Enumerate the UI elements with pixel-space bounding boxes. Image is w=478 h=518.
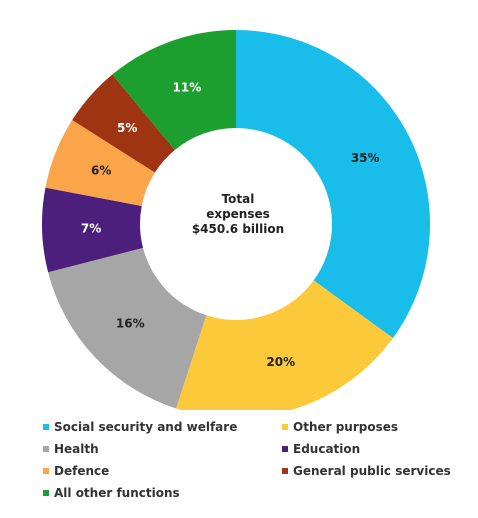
slice-label-education: 7% [81,222,101,236]
legend-label: Social security and welfare [54,420,238,434]
slice-general-public-services [72,74,175,173]
donut-slices [41,30,430,419]
slice-label-health: 16% [116,316,145,330]
donut-svg: 35% 20% 16% 7% 6% 5% 11% Total expenses $450.6… [41,30,430,419]
slice-other-purposes [176,280,393,419]
legend-swatch [43,468,49,474]
legend-item-social-security-and-welfare: Social security and welfare [43,417,282,437]
legend-label: General public services [293,464,451,478]
legend-item-other-purposes: Other purposes [282,417,473,437]
legend-swatch [43,424,49,430]
slice-label-all-other-functions: 11% [173,81,202,95]
slice-all-other-functions [112,30,236,151]
slice-label-social-security-and-welfare: 35% [351,151,380,165]
chart-legend: Social security and welfare Other purpose… [43,417,473,503]
legend-item-general-public-services: General public services [282,461,473,481]
slice-defence [45,120,155,207]
slice-labels: 35% 20% 16% 7% 6% 5% 11% [81,81,380,369]
legend-item-education: Education [282,439,473,459]
slice-label-general-public-services: 5% [117,121,137,135]
legend-swatch [282,424,288,430]
legend-item-all-other-functions: All other functions [43,483,282,503]
slice-social-security-and-welfare [236,30,430,339]
center-label-line-3: $450.6 billion [192,222,284,236]
legend-label: Other purposes [293,420,399,434]
slice-label-defence: 6% [91,164,111,178]
legend-swatch [43,446,49,452]
legend-swatch [43,490,49,496]
legend-label: All other functions [54,486,180,500]
center-label-line-2: expenses [206,207,270,221]
legend-item-defence: Defence [43,461,282,481]
legend-label: Education [293,442,361,456]
legend-item-health: Health [43,439,282,459]
slice-health [48,247,207,409]
legend-label: Defence [54,464,110,478]
center-label-line-1: Total [222,192,255,206]
legend-swatch [282,446,288,452]
center-label: Total expenses $450.6 billion [192,192,284,236]
slice-label-other-purposes: 20% [266,355,295,369]
legend-swatch [282,468,288,474]
slice-education [41,187,144,273]
legend-label: Health [54,442,99,456]
